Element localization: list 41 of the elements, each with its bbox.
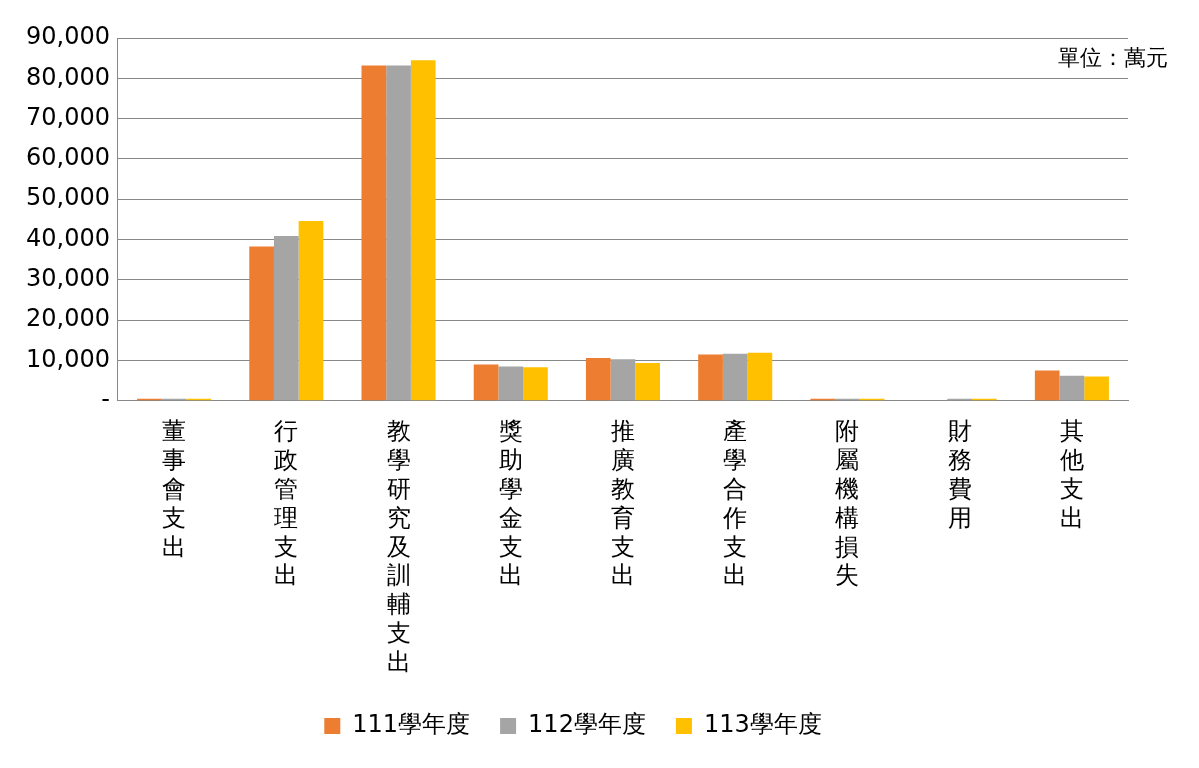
y-tick-label: 40,000 bbox=[25, 223, 110, 252]
bar bbox=[498, 366, 524, 401]
annotation: 單位：萬元 bbox=[1058, 44, 1168, 70]
bar bbox=[523, 367, 548, 401]
legend-label: 113學年度 bbox=[703, 710, 822, 739]
bar bbox=[1084, 376, 1109, 401]
y-tick-label: 60,000 bbox=[25, 143, 110, 172]
x-tick-label: 董事會支出 bbox=[162, 417, 187, 561]
y-tick-label: 10,000 bbox=[25, 344, 110, 373]
bar bbox=[473, 364, 499, 401]
bar bbox=[273, 235, 299, 401]
x-tick-label: 財務費用 bbox=[947, 417, 972, 532]
y-tick-label: 70,000 bbox=[25, 102, 110, 131]
legend-label: 111學年度 bbox=[352, 710, 471, 739]
x-tick-label: 產學合作支出 bbox=[722, 417, 748, 590]
x-tick-label: 附屬機構損失 bbox=[835, 417, 860, 590]
category-label: 教學研究及訓輔支出 bbox=[386, 417, 411, 676]
bar bbox=[298, 221, 324, 401]
bar bbox=[585, 358, 611, 401]
bar bbox=[1059, 375, 1085, 401]
x-tick-label: 獎助學金支出 bbox=[498, 417, 523, 590]
y-tick-label: 30,000 bbox=[25, 264, 110, 293]
x-tick-label: 推廣教育支出 bbox=[610, 417, 635, 590]
bar bbox=[610, 359, 636, 401]
y-tick-label: - bbox=[101, 385, 110, 414]
y-tick-label: 20,000 bbox=[25, 304, 110, 333]
bar bbox=[747, 352, 773, 401]
y-tick-label: 50,000 bbox=[25, 183, 110, 212]
x-tick-label: 其他支出 bbox=[1059, 417, 1084, 532]
bar bbox=[386, 65, 411, 401]
bar bbox=[361, 65, 387, 401]
x-tick-label: 行政管理支出 bbox=[274, 417, 299, 590]
bar bbox=[410, 60, 436, 401]
bar bbox=[635, 362, 661, 401]
y-tick-label: 80,000 bbox=[25, 62, 110, 91]
y-tick-label: 90,000 bbox=[25, 22, 110, 51]
bar bbox=[698, 354, 723, 401]
bar bbox=[722, 353, 748, 401]
bar bbox=[249, 246, 274, 401]
bar bbox=[1034, 370, 1060, 401]
legend-label: 112學年度 bbox=[528, 710, 646, 739]
